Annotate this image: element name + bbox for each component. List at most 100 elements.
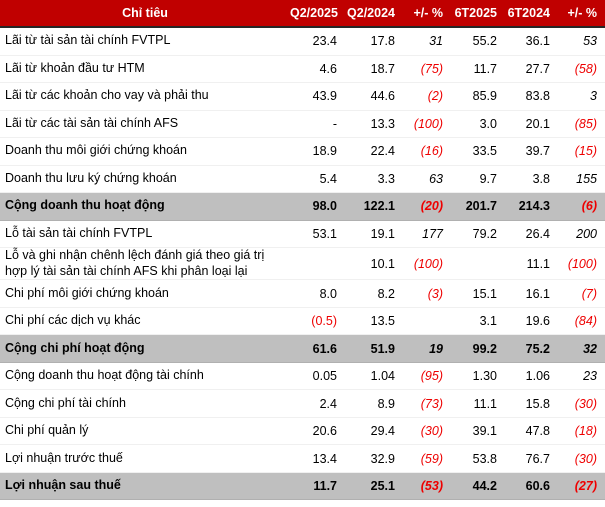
cell-value: 23 <box>550 362 605 391</box>
cell-value: 53.8 <box>443 444 497 473</box>
cell-value: 3.0 <box>443 110 497 138</box>
cell-value: 63 <box>395 165 443 193</box>
cell-value: 53 <box>550 27 605 56</box>
row-label: Lỗ tài sản tài chính FVTPL <box>0 220 290 248</box>
row-label: Lãi từ các khoản cho vay và phải thu <box>0 82 290 111</box>
cell-value: 99.2 <box>443 334 497 363</box>
row-label: Lợi nhuận sau thuế <box>0 472 290 501</box>
cell-value: 1.06 <box>497 362 550 391</box>
cell-value: 20.1 <box>497 110 550 138</box>
cell-value: 17.8 <box>337 27 395 56</box>
cell-value: 18.9 <box>290 137 337 166</box>
cell-value: 1.30 <box>443 362 497 391</box>
cell-value: 0.05 <box>290 362 337 391</box>
cell-value: 15.1 <box>443 279 497 308</box>
cell-value: 15.8 <box>497 389 550 418</box>
cell-value: 31 <box>395 27 443 56</box>
table-row: Lãi từ các tài sản tài chính AFS -13.3 (10… <box>0 110 605 138</box>
cell-value: 13.5 <box>337 307 395 336</box>
cell-value: (30) <box>395 417 443 446</box>
row-label: Doanh thu lưu ký chứng khoán <box>0 165 290 193</box>
table-row: Lãi từ khoản đầu tư HTM 4.6 18.7 (75) 11.7 27… <box>0 55 605 83</box>
cell-value: 8.2 <box>337 279 395 308</box>
cell-value: 3.3 <box>337 165 395 193</box>
cell-value: 9.7 <box>443 165 497 193</box>
cell-value: 85.9 <box>443 82 497 111</box>
cell-value: 75.2 <box>497 334 550 363</box>
cell-value: 13.3 <box>337 110 395 138</box>
row-label: Cộng doanh thu hoạt động <box>0 192 290 221</box>
cell-value: 26.4 <box>497 220 550 248</box>
header-cell: +/- % <box>550 0 605 28</box>
cell-value: 32 <box>550 334 605 363</box>
cell-value: 36.1 <box>497 27 550 56</box>
cell-value: 60.6 <box>497 472 550 501</box>
cell-value: 19 <box>395 334 443 363</box>
header-cell: 6T2024 <box>497 0 550 28</box>
cell-value: (7) <box>550 279 605 308</box>
cell-value: 122.1 <box>337 192 395 221</box>
table-row: Lợi nhuận sau thuế 11.7 25.1 (53) 44.2 60.6 (2… <box>0 472 605 501</box>
cell-value: (3) <box>395 279 443 308</box>
table-row: Lãi từ tài sản tài chính FVTPL 23.4 17.8 31… <box>0 27 605 56</box>
table-row: Cộng doanh thu hoạt động tài chính 0.05 1.… <box>0 362 605 391</box>
cell-value <box>395 307 443 336</box>
cell-value: (85) <box>550 110 605 138</box>
row-label: Cộng chi phí tài chính <box>0 389 290 418</box>
table-row: Doanh thu lưu ký chứng khoán 5.4 3.3 63 9.7 3… <box>0 165 605 193</box>
cell-value: 22.4 <box>337 137 395 166</box>
table-row: Lỗ và ghi nhận chênh lệch đánh giá theo … <box>0 247 605 281</box>
cell-value: 33.5 <box>443 137 497 166</box>
cell-value: 39.7 <box>497 137 550 166</box>
cell-value: 8.0 <box>290 279 337 308</box>
cell-value: (100) <box>395 247 443 281</box>
cell-value: 83.8 <box>497 82 550 111</box>
cell-value: 16.1 <box>497 279 550 308</box>
row-label: Lãi từ tài sản tài chính FVTPL <box>0 27 290 56</box>
cell-value: 177 <box>395 220 443 248</box>
cell-value: 79.2 <box>443 220 497 248</box>
cell-value: 20.6 <box>290 417 337 446</box>
cell-value: (27) <box>550 472 605 501</box>
row-label: Cộng doanh thu hoạt động tài chính <box>0 362 290 391</box>
table-row: Doanh thu môi giới chứng khoán 18.9 22.4 (1… <box>0 137 605 166</box>
table-body: Lãi từ tài sản tài chính FVTPL 23.4 17.8 31… <box>0 27 605 501</box>
row-label: Lợi nhuận trước thuế <box>0 444 290 473</box>
cell-value: (75) <box>395 55 443 83</box>
cell-value: (73) <box>395 389 443 418</box>
cell-value: (30) <box>550 389 605 418</box>
cell-value: (0.5) <box>290 307 337 336</box>
table-row: Lỗ tài sản tài chính FVTPL 53.1 19.1 177 79.… <box>0 220 605 248</box>
cell-value: (16) <box>395 137 443 166</box>
cell-value: 11.1 <box>443 389 497 418</box>
row-label: Chi phí môi giới chứng khoán <box>0 279 290 308</box>
cell-value: (58) <box>550 55 605 83</box>
table-row: Lợi nhuận trước thuế 13.4 32.9 (59) 53.8 76.7… <box>0 444 605 473</box>
cell-value <box>290 247 337 281</box>
table-row: Chi phí quản lý 20.6 29.4 (30) 39.1 47.8 (18) <box>0 417 605 446</box>
table-row: Chi phí môi giới chứng khoán 8.0 8.2 (3) 15.… <box>0 279 605 308</box>
cell-value: 11.7 <box>443 55 497 83</box>
cell-value: (95) <box>395 362 443 391</box>
cell-value: 11.1 <box>497 247 550 281</box>
cell-value: 29.4 <box>337 417 395 446</box>
cell-value: - <box>290 110 337 138</box>
header-cell: Q2/2024 <box>337 0 395 28</box>
cell-value: 47.8 <box>497 417 550 446</box>
cell-value: 27.7 <box>497 55 550 83</box>
cell-value: (100) <box>395 110 443 138</box>
cell-value: 3.1 <box>443 307 497 336</box>
cell-value: (59) <box>395 444 443 473</box>
header-row: Chỉ tiêu Q2/2025 Q2/2024 +/- % 6T2025 6T2024 +… <box>0 0 605 28</box>
row-label: Cộng chi phí hoạt động <box>0 334 290 363</box>
cell-value: 76.7 <box>497 444 550 473</box>
table-row: Cộng chi phí tài chính 2.4 8.9 (73) 11.1 15.8… <box>0 389 605 418</box>
cell-value: (30) <box>550 444 605 473</box>
table-row: Chi phí các dịch vụ khác (0.5) 13.5 3.1 19.6… <box>0 307 605 336</box>
cell-value: 1.04 <box>337 362 395 391</box>
cell-value: 200 <box>550 220 605 248</box>
cell-value: 18.7 <box>337 55 395 83</box>
cell-value: 5.4 <box>290 165 337 193</box>
